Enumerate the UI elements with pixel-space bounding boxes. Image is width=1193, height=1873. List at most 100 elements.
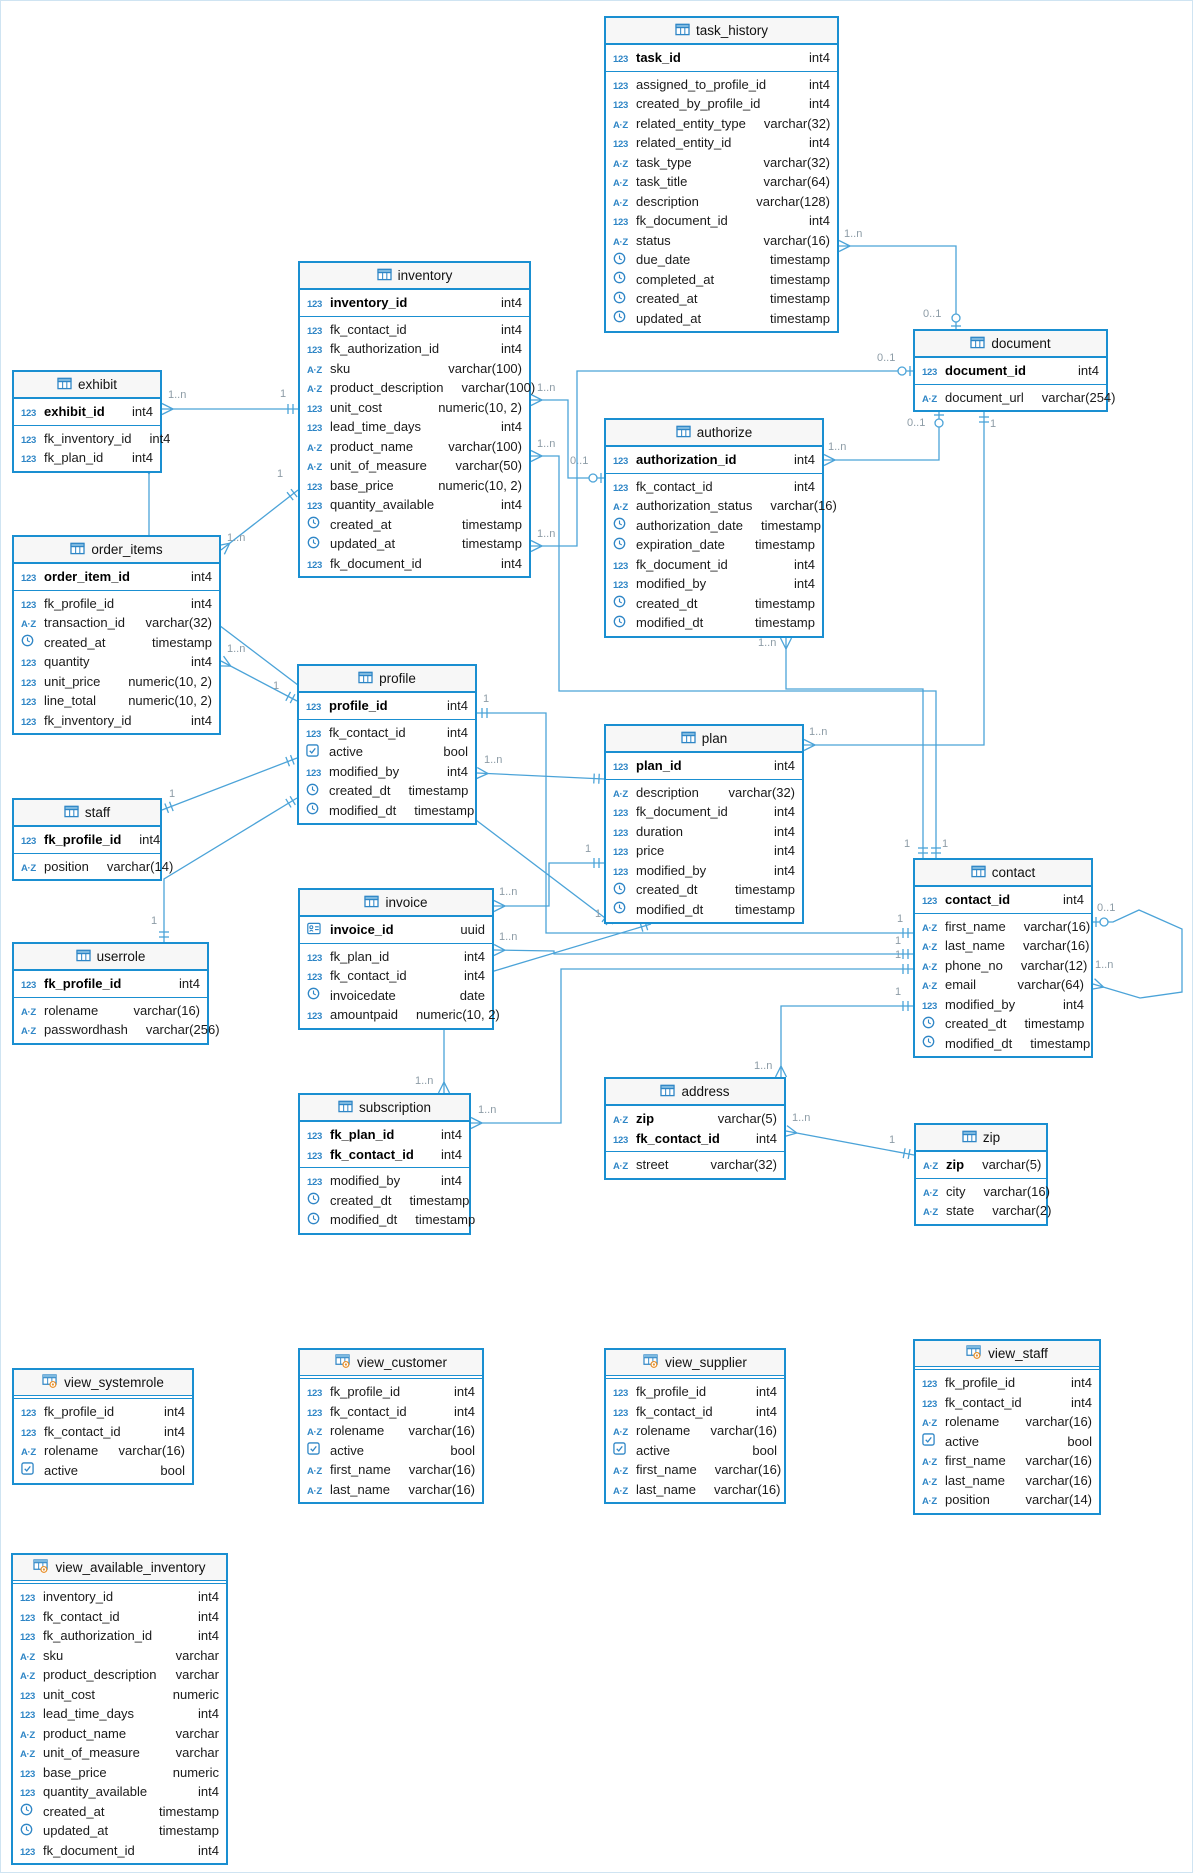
entity-header[interactable]: exhibit	[14, 372, 160, 399]
entity-view_staff[interactable]: view_staff 123 fk_profile_id int4 123 fk_cont…	[913, 1339, 1101, 1515]
entity-userrole[interactable]: userrole 123 fk_profile_id int4 A·Z rolename v…	[12, 942, 220, 1045]
column-type: int4	[774, 804, 795, 820]
column-name: zip	[946, 1157, 965, 1173]
columns-section: A·Z document_url varchar(254)	[915, 383, 1115, 411]
entity-profile[interactable]: profile 123 profile_id int4 123 fk_contact_id…	[297, 664, 477, 825]
column-name: product_name	[43, 1725, 127, 1741]
entity-header[interactable]: inventory	[300, 263, 529, 290]
entity-header[interactable]: plan	[606, 726, 802, 753]
column-type: varchar(16)	[710, 1423, 777, 1439]
entity-order_items[interactable]: order_items 123 order_item_id int4 123 fk_pro…	[12, 535, 221, 735]
cardinality-label: 1..n	[227, 643, 245, 655]
entity-header[interactable]: userrole	[14, 944, 207, 971]
entity-subscription[interactable]: subscription 123 fk_plan_id int4 123 fk_conta…	[298, 1093, 475, 1235]
column-type: timestamp	[159, 1803, 219, 1819]
table-icon	[970, 336, 985, 352]
entity-view_systemrole[interactable]: view_systemrole 123 fk_profile_id int4 123 fk…	[12, 1368, 194, 1485]
column-row: 123 fk_profile_id int4	[915, 1373, 1099, 1393]
text-type-icon: A·Z	[307, 462, 322, 474]
entity-zip[interactable]: zip A·Z zip varchar(5) A·Z city varchar(16) A·Z…	[914, 1123, 1051, 1226]
numeric-type-icon: 123	[20, 1710, 35, 1722]
column-type: varchar(50)	[455, 458, 522, 474]
entity-plan[interactable]: plan 123 plan_id int4 A·Z description varchar(…	[604, 724, 804, 924]
column-type: int4	[191, 595, 212, 611]
column-name: created_dt	[945, 1016, 1007, 1032]
relationship: 1..n 1	[218, 643, 298, 704]
cardinality-label: 1..n	[828, 441, 846, 453]
relationship: 1..n 1	[754, 986, 913, 1078]
text-type-icon: A·Z	[613, 1161, 628, 1173]
column-type: timestamp	[152, 634, 212, 650]
column-type: timestamp	[409, 1192, 470, 1208]
datetime-type-icon	[307, 516, 326, 532]
column-row: updated_at timestamp	[300, 534, 529, 554]
entity-title: view_customer	[356, 1355, 448, 1370]
numeric-type-icon: 123	[21, 677, 36, 689]
entity-header[interactable]: order_items	[14, 537, 219, 564]
entity-header[interactable]: subscription	[300, 1095, 469, 1122]
numeric-type-icon: 123	[21, 980, 36, 992]
column-name: description	[636, 784, 699, 800]
datetime-type-icon	[307, 1192, 326, 1208]
entity-header[interactable]: document	[915, 331, 1106, 358]
column-type: varchar(16)	[1025, 1453, 1092, 1469]
entity-header[interactable]: contact	[915, 860, 1091, 887]
column-type: numeric(10, 2)	[128, 673, 212, 689]
entity-view_supplier[interactable]: view_supplier 123 fk_profile_id int4 123 fk_c…	[604, 1348, 786, 1504]
column-type: varchar(5)	[717, 1111, 777, 1127]
header-divider	[915, 1367, 1099, 1370]
column-name: expiration_date	[636, 537, 725, 553]
column-row: A·Z product_description varchar(100)	[300, 378, 535, 398]
column-row: modified_dt timestamp	[606, 900, 802, 920]
header-divider	[606, 1376, 784, 1379]
entity-exhibit[interactable]: exhibit 123 exhibit_id int4 123 fk_inventory_…	[12, 370, 170, 473]
text-type-icon: A·Z	[21, 1006, 36, 1018]
entity-header[interactable]: view_available_inventory	[13, 1555, 226, 1581]
entity-header[interactable]: view_systemrole	[14, 1370, 192, 1396]
entity-header[interactable]: address	[606, 1079, 784, 1106]
entity-address[interactable]: address A·Z zip varchar(5) 123 fk_contact_id i…	[604, 1077, 786, 1180]
entity-header[interactable]: invoice	[300, 890, 492, 917]
entity-header[interactable]: view_customer	[300, 1350, 482, 1376]
column-row: A·Z last_name varchar(16)	[606, 1480, 784, 1500]
entity-header[interactable]: view_staff	[915, 1341, 1099, 1367]
column-name: quantity_available	[330, 497, 435, 513]
entity-header[interactable]: view_supplier	[606, 1350, 784, 1376]
entity-document[interactable]: document 123 document_id int4 A·Z document_ur…	[913, 329, 1115, 412]
entity-invoice[interactable]: invoice invoice_id uuid 123 fk_plan_id int4 12…	[298, 888, 500, 1030]
columns-section: 123 fk_plan_id int4 123 fk_contact_id int4 inv…	[300, 942, 500, 1028]
column-row: active bool	[915, 1432, 1099, 1452]
text-type-icon: A·Z	[922, 961, 937, 973]
entity-header[interactable]: zip	[916, 1125, 1046, 1152]
entity-staff[interactable]: staff 123 fk_profile_id int4 A·Z position varc…	[12, 798, 173, 881]
column-row: authorization_date timestamp	[606, 516, 822, 536]
datetime-type-icon	[307, 1212, 326, 1228]
entity-header[interactable]: staff	[14, 800, 160, 827]
column-type: varchar(100)	[448, 438, 522, 454]
entity-header[interactable]: authorize	[606, 420, 822, 447]
column-type: varchar(32)	[710, 1157, 777, 1173]
entity-inventory[interactable]: inventory 123 inventory_id int4 123 fk_contac…	[298, 261, 535, 578]
entity-header[interactable]: profile	[299, 666, 475, 693]
column-row: A·Z street varchar(32)	[606, 1155, 784, 1175]
column-type: int4	[809, 76, 830, 92]
entity-task_history[interactable]: task_history 123 task_id int4 123 assigned_to…	[604, 16, 839, 333]
column-name: authorization_id	[636, 452, 737, 468]
column-name: fk_profile_id	[44, 976, 122, 992]
column-name: fk_contact_id	[636, 1403, 713, 1419]
column-row: 123 fk_profile_id int4	[14, 1402, 192, 1422]
entity-header[interactable]: task_history	[606, 18, 837, 45]
datetime-type-icon	[306, 802, 325, 818]
cardinality-label: 1	[169, 788, 175, 800]
column-name: modified_dt	[945, 1035, 1013, 1051]
entity-view_available_inventory[interactable]: view_available_inventory 123 inventory_id i…	[11, 1553, 228, 1865]
column-row: 123 inventory_id int4	[300, 293, 529, 313]
entity-contact[interactable]: contact 123 contact_id int4 A·Z first_name var…	[913, 858, 1093, 1058]
column-row: 123 unit_price numeric(10, 2)	[14, 672, 219, 692]
entity-authorize[interactable]: authorize 123 authorization_id int4 123 fk_co…	[604, 418, 837, 638]
column-row: 123 fk_contact_id int4	[300, 320, 529, 340]
entity-view_customer[interactable]: view_customer 123 fk_profile_id int4 123 fk_c…	[298, 1348, 484, 1504]
column-name: fk_profile_id	[44, 832, 122, 848]
numeric-type-icon: 123	[306, 728, 321, 740]
column-type: int4	[198, 1842, 219, 1858]
